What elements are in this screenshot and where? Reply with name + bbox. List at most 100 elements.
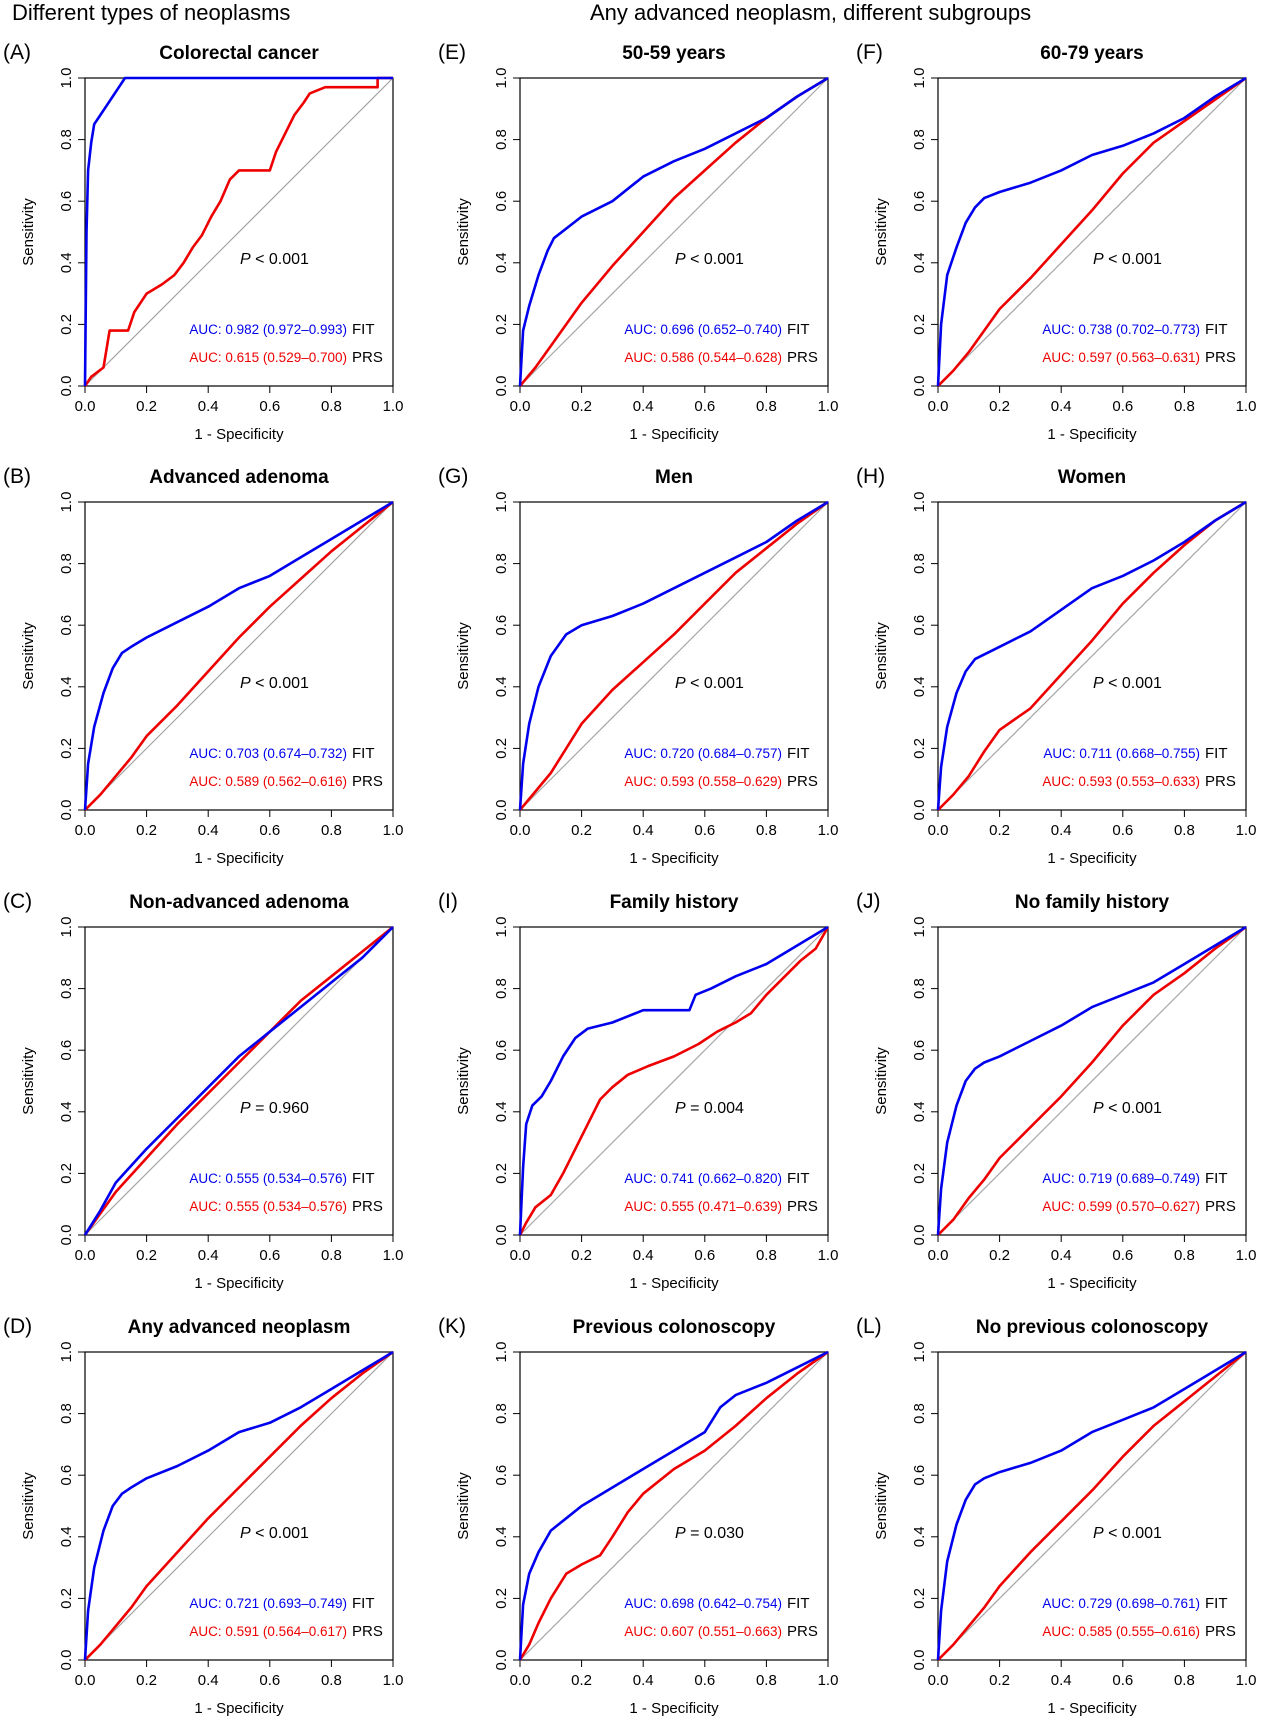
x-tick-label: 0.2 — [136, 398, 157, 415]
reference-diagonal — [519, 1351, 829, 1661]
x-axis-label: 1 - Specificity — [629, 1700, 719, 1717]
x-tick-label: 1.0 — [383, 1247, 404, 1264]
x-tick-label: 0.0 — [75, 398, 96, 415]
roc-panel: (A) Colorectal cancer 0.00.0 0.2 0.2 0.4 0.4 0.… — [3, 41, 403, 443]
x-tick-label: 0.6 — [259, 1672, 280, 1689]
y-tick-label: 0.8 — [58, 978, 75, 999]
auc-series-name: FIT — [787, 745, 810, 762]
panel-title: Colorectal cancer — [159, 43, 319, 64]
x-tick-label: 0.0 — [510, 822, 531, 839]
roc-curve-fit — [83, 76, 393, 387]
x-tick-label: 1.0 — [818, 822, 839, 839]
x-tick-label: 0.6 — [1112, 398, 1133, 415]
y-axis-label: Sensitivity — [873, 1472, 890, 1540]
plot-frame — [84, 1351, 394, 1661]
y-tick-label: 1.0 — [493, 68, 510, 89]
x-tick-label: 0.2 — [136, 1672, 157, 1689]
y-tick-label: 0.6 — [58, 1040, 75, 1061]
y-tick-label: 0.8 — [911, 129, 928, 150]
p-value-label: P < 0.001 — [675, 251, 744, 268]
roc-curve-fit — [518, 76, 829, 387]
x-tick-label: 0.4 — [1051, 1247, 1072, 1264]
x-tick-label: 0.8 — [321, 398, 342, 415]
auc-series-name: FIT — [787, 1170, 810, 1187]
auc-series-name: FIT — [1205, 1595, 1228, 1612]
y-tick-label: 0.4 — [58, 1101, 75, 1122]
auc-label: AUC: 0.589 (0.562–0.616) — [189, 774, 347, 789]
y-tick-label: 0.2 — [493, 314, 510, 335]
y-tick-label: 0.4 — [58, 676, 75, 697]
y-tick-label: 0.4 — [493, 1101, 510, 1122]
x-axis-label: 1 - Specificity — [629, 426, 719, 443]
x-tick-label: 0.2 — [571, 822, 592, 839]
auc-series-name: PRS — [787, 773, 818, 790]
x-tick-label: 0.8 — [321, 1247, 342, 1264]
plot-frame — [937, 1351, 1247, 1661]
auc-series-name: FIT — [352, 321, 375, 338]
y-tick-label: 0.6 — [58, 615, 75, 636]
panel-letter: (A) — [3, 41, 31, 64]
x-tick-label: 1.0 — [1236, 398, 1257, 415]
x-tick-label: 1.0 — [818, 1247, 839, 1264]
roc-panel: (H) Women 0.00.0 0.2 0.2 0.4 0.4 0.6 0.6 0.8 0.8 1.… — [856, 465, 1256, 867]
x-tick-label: 0.2 — [989, 1247, 1010, 1264]
auc-label: AUC: 0.555 (0.534–0.576) — [189, 1171, 347, 1186]
auc-series-name: FIT — [352, 1170, 375, 1187]
y-axis-label: Sensitivity — [455, 1472, 472, 1540]
y-tick-label: 0.4 — [58, 252, 75, 273]
roc-curve-prs — [937, 925, 1247, 1236]
plot-frame — [937, 501, 1247, 811]
y-tick-label: 0.6 — [493, 1465, 510, 1486]
x-tick-label: 0.6 — [694, 1247, 715, 1264]
roc-panel: (K) Previous colonoscopy 0.00.0 0.2 0.2 0.4 0.… — [438, 1315, 838, 1717]
x-tick-label: 0.8 — [1174, 1247, 1195, 1264]
y-tick-label: 0.4 — [58, 1526, 75, 1547]
x-tick-label: 0.0 — [75, 822, 96, 839]
panel-letter: (G) — [438, 465, 468, 488]
panel-letter: (E) — [438, 41, 466, 64]
x-tick-label: 0.8 — [1174, 822, 1195, 839]
auc-label: AUC: 0.597 (0.563–0.631) — [1042, 350, 1200, 365]
roc-curve-prs — [518, 1350, 829, 1661]
x-tick-label: 0.0 — [928, 822, 949, 839]
auc-label: AUC: 0.555 (0.471–0.639) — [624, 1199, 782, 1214]
auc-series-name: FIT — [1205, 321, 1228, 338]
y-tick-label: 0.4 — [493, 252, 510, 273]
x-tick-label: 1.0 — [1236, 1247, 1257, 1264]
x-tick-label: 0.2 — [571, 398, 592, 415]
reference-diagonal — [84, 1351, 394, 1661]
x-tick-label: 1.0 — [818, 1672, 839, 1689]
roc-panel: (E) 50-59 years 0.00.0 0.2 0.2 0.4 0.4 0.6 0.6 0.… — [438, 41, 838, 443]
y-tick-label: 0.8 — [493, 978, 510, 999]
y-tick-label: 0.6 — [58, 1465, 75, 1486]
roc-panel: (F) 60-79 years 0.00.0 0.2 0.2 0.4 0.4 0.6 0.6 0.… — [856, 41, 1256, 443]
x-tick-label: 1.0 — [383, 1672, 404, 1689]
x-tick-label: 1.0 — [383, 822, 404, 839]
y-tick-label: 0.0 — [911, 800, 928, 821]
panel-title: Any advanced neoplasm — [128, 1317, 351, 1338]
x-tick-label: 0.8 — [756, 1672, 777, 1689]
panel-title: No family history — [1015, 892, 1170, 913]
x-tick-label: 0.8 — [321, 1672, 342, 1689]
p-value-label: P < 0.001 — [240, 675, 309, 692]
y-tick-label: 0.4 — [911, 676, 928, 697]
y-tick-label: 1.0 — [58, 68, 75, 89]
roc-curve-prs — [937, 1350, 1247, 1661]
auc-series-name: FIT — [352, 1595, 375, 1612]
x-tick-label: 0.0 — [928, 398, 949, 415]
reference-diagonal — [519, 501, 829, 811]
y-tick-label: 0.2 — [58, 1588, 75, 1609]
y-axis-label: Sensitivity — [20, 198, 37, 266]
y-tick-label: 0.2 — [493, 1163, 510, 1184]
y-tick-label: 0.6 — [911, 1465, 928, 1486]
panel-letter: (C) — [3, 890, 32, 913]
panel-title: No previous colonoscopy — [976, 1317, 1209, 1338]
auc-label: AUC: 0.698 (0.642–0.754) — [624, 1596, 782, 1611]
x-tick-label: 0.0 — [928, 1672, 949, 1689]
auc-label: AUC: 0.696 (0.652–0.740) — [624, 322, 782, 337]
y-axis-label: Sensitivity — [20, 1472, 37, 1540]
p-value-label: P < 0.001 — [1093, 1100, 1162, 1117]
y-tick-label: 0.6 — [911, 1040, 928, 1061]
reference-diagonal — [937, 926, 1247, 1236]
x-axis-label: 1 - Specificity — [194, 426, 284, 443]
